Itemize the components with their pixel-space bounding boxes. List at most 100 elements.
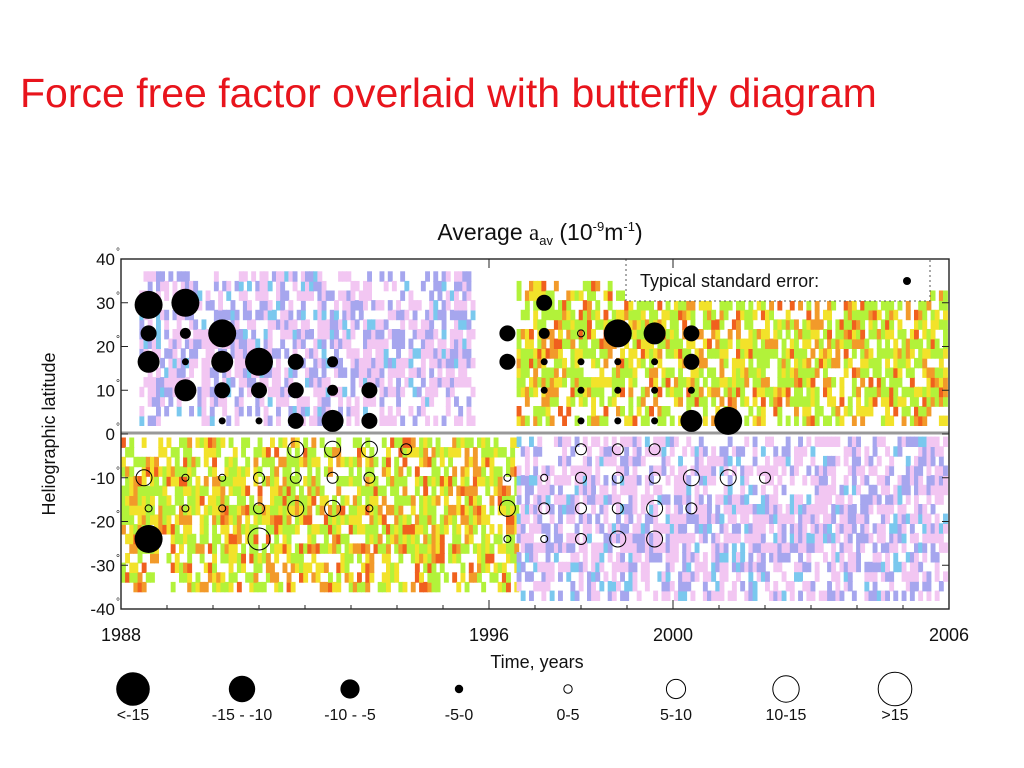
background-cell bbox=[843, 367, 849, 378]
background-cell bbox=[524, 552, 530, 563]
background-cell bbox=[323, 514, 329, 525]
background-cell bbox=[199, 581, 205, 593]
background-cell bbox=[191, 466, 197, 477]
background-cell bbox=[328, 514, 333, 525]
alpha-marker bbox=[361, 412, 378, 429]
background-cell bbox=[669, 436, 675, 447]
background-cell bbox=[541, 465, 547, 476]
background-cell bbox=[425, 309, 430, 321]
background-cell bbox=[727, 513, 733, 524]
background-cell bbox=[336, 581, 342, 593]
background-cell bbox=[823, 484, 828, 496]
background-cell bbox=[719, 494, 725, 505]
background-cell bbox=[562, 465, 567, 476]
background-cell bbox=[533, 300, 539, 311]
background-cell bbox=[636, 309, 642, 321]
background-cell bbox=[162, 514, 168, 525]
background-cell bbox=[234, 367, 240, 378]
background-cell bbox=[649, 348, 654, 359]
background-cell bbox=[938, 532, 944, 544]
background-cell bbox=[682, 348, 688, 359]
background-cell bbox=[711, 513, 717, 524]
background-cell bbox=[537, 484, 543, 496]
background-cell bbox=[582, 484, 588, 496]
background-cell bbox=[537, 436, 543, 447]
background-cell bbox=[843, 542, 849, 553]
background-cell bbox=[270, 514, 275, 525]
background-cell bbox=[429, 319, 435, 330]
background-cell bbox=[172, 338, 178, 349]
background-cell bbox=[336, 543, 342, 554]
background-cell bbox=[493, 466, 499, 477]
background-cell bbox=[497, 524, 503, 535]
background-cell bbox=[253, 476, 259, 487]
background-cell bbox=[261, 456, 267, 468]
background-cell bbox=[918, 484, 924, 496]
background-cell bbox=[814, 561, 820, 573]
background-cell bbox=[419, 476, 424, 487]
background-cell bbox=[611, 571, 617, 582]
background-cell bbox=[574, 386, 580, 398]
background-cell bbox=[785, 319, 791, 330]
background-cell bbox=[876, 504, 882, 515]
background-cell bbox=[856, 309, 861, 321]
background-cell bbox=[781, 348, 787, 359]
background-cell bbox=[769, 396, 774, 407]
background-cell bbox=[582, 348, 588, 359]
background-cell bbox=[707, 300, 712, 311]
background-cell bbox=[876, 494, 882, 505]
background-cell bbox=[209, 300, 215, 311]
background-cell bbox=[238, 367, 244, 378]
background-cell bbox=[282, 514, 288, 525]
background-cell bbox=[599, 523, 605, 534]
background-cell bbox=[827, 309, 832, 321]
background-cell bbox=[292, 280, 298, 292]
background-cell bbox=[843, 338, 849, 349]
background-cell bbox=[510, 553, 516, 564]
background-cell bbox=[303, 495, 309, 506]
background-cell bbox=[570, 561, 576, 573]
background-cell bbox=[158, 437, 164, 448]
background-cell bbox=[524, 338, 530, 349]
background-cell bbox=[876, 377, 882, 388]
background-cell bbox=[682, 532, 688, 544]
background-cell bbox=[241, 466, 246, 477]
background-cell bbox=[864, 309, 870, 321]
background-cell bbox=[423, 495, 429, 506]
background-cell bbox=[889, 571, 895, 582]
background-cell bbox=[354, 280, 360, 292]
background-cell bbox=[860, 377, 866, 388]
background-cell bbox=[164, 367, 170, 378]
background-cell bbox=[657, 386, 663, 398]
background-cell bbox=[423, 504, 429, 516]
background-cell bbox=[926, 329, 932, 340]
background-cell bbox=[876, 329, 882, 340]
background-cell bbox=[472, 466, 478, 477]
background-cell bbox=[458, 300, 464, 311]
alpha-marker bbox=[327, 356, 339, 368]
background-cell bbox=[176, 329, 182, 340]
background-cell bbox=[736, 571, 741, 582]
background-cell bbox=[698, 357, 704, 369]
background-cell bbox=[276, 367, 281, 378]
background-cell bbox=[851, 523, 857, 534]
background-cell bbox=[466, 415, 472, 426]
y-tick-label: -30 bbox=[90, 556, 115, 575]
background-cell bbox=[798, 396, 803, 407]
background-cell bbox=[930, 348, 936, 359]
background-cell bbox=[752, 329, 758, 340]
background-cell bbox=[160, 271, 165, 282]
background-cell bbox=[930, 504, 936, 515]
background-cell bbox=[574, 552, 580, 563]
background-cell bbox=[249, 533, 255, 545]
background-cell bbox=[938, 357, 944, 369]
background-cell bbox=[420, 319, 426, 330]
background-cell bbox=[673, 542, 679, 553]
background-cell bbox=[665, 513, 671, 524]
background-cell bbox=[905, 338, 911, 349]
background-cell bbox=[760, 309, 766, 321]
background-cell bbox=[454, 348, 459, 359]
background-cell bbox=[209, 415, 215, 426]
background-cell bbox=[847, 581, 853, 592]
background-cell bbox=[806, 581, 812, 592]
